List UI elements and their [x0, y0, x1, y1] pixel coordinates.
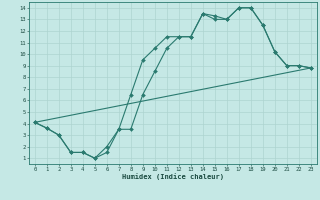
X-axis label: Humidex (Indice chaleur): Humidex (Indice chaleur) [122, 173, 224, 180]
